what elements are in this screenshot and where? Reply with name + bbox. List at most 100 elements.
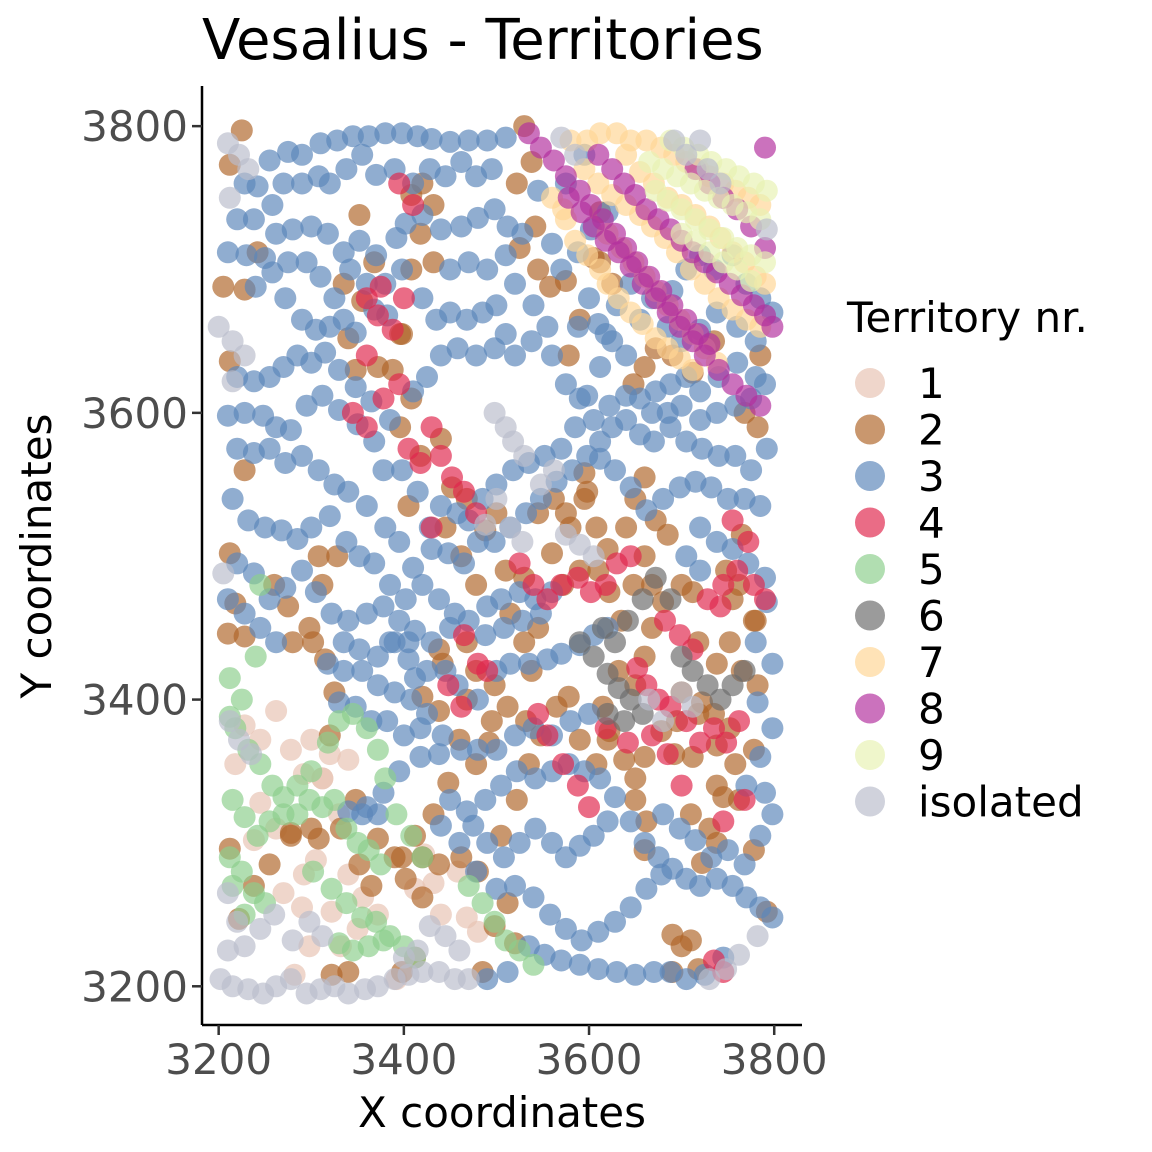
point-territory-3 [515, 502, 538, 525]
point-territory-3 [274, 287, 297, 310]
point-territory-2 [258, 853, 281, 876]
point-territory-isolated [715, 958, 738, 981]
point-territory-3 [226, 437, 249, 460]
point-territory-3 [601, 330, 624, 353]
point-territory-5 [522, 953, 545, 976]
point-territory-3 [304, 581, 327, 604]
point-territory-3 [351, 659, 374, 682]
point-territory-2 [557, 685, 580, 708]
point-territory-3 [366, 674, 389, 697]
point-territory-3 [554, 846, 577, 869]
point-territory-5 [320, 877, 343, 900]
point-territory-4 [626, 657, 649, 679]
point-territory-3 [520, 330, 543, 353]
point-territory-3 [539, 903, 562, 926]
point-territory-isolated [237, 158, 260, 181]
point-territory-5 [366, 738, 389, 761]
point-territory-isolated [746, 925, 769, 948]
point-territory-4 [566, 774, 589, 797]
point-territory-4 [409, 452, 432, 474]
legend-key [855, 461, 885, 491]
point-territory-3 [450, 151, 473, 173]
point-territory-6 [582, 645, 605, 668]
point-territory-isolated [696, 158, 719, 181]
point-territory-3 [499, 652, 522, 675]
point-territory-4 [550, 573, 573, 596]
point-territory-3 [466, 688, 489, 711]
point-territory-3 [490, 588, 513, 611]
point-territory-8 [570, 201, 593, 224]
point-territory-3 [400, 688, 423, 711]
point-territory-3 [483, 530, 506, 553]
point-territory-1 [337, 748, 360, 771]
point-territory-3 [524, 767, 547, 790]
point-territory-2 [624, 767, 647, 790]
point-territory-3 [604, 786, 626, 809]
point-territory-isolated [212, 562, 235, 585]
legend-label: 3 [918, 452, 945, 501]
point-territory-2 [613, 748, 636, 771]
point-territory-isolated [228, 728, 250, 751]
point-territory-3 [564, 416, 587, 439]
x-tick-label: 3600 [536, 1035, 643, 1084]
point-territory-2 [277, 595, 300, 618]
point-territory-3 [485, 294, 508, 317]
point-territory-3 [233, 401, 256, 424]
point-territory-3 [589, 447, 612, 470]
point-territory-3 [619, 896, 642, 919]
x-tick-label: 3400 [350, 1035, 457, 1084]
point-territory-3 [323, 287, 346, 310]
point-territory-3 [749, 824, 772, 847]
legend-key [855, 368, 885, 398]
point-territory-3 [642, 961, 665, 983]
point-territory-5 [335, 892, 358, 915]
point-territory-3 [237, 509, 260, 532]
legend-item-4: 4 [855, 499, 945, 548]
point-territory-3 [314, 341, 337, 364]
point-territory-3 [216, 588, 239, 611]
point-territory-3 [372, 459, 395, 482]
point-territory-3 [494, 126, 517, 149]
point-territory-3 [675, 545, 698, 568]
point-territory-4 [670, 774, 693, 797]
point-territory-3 [341, 125, 364, 148]
point-territory-3 [320, 602, 343, 625]
point-territory-8 [631, 272, 654, 295]
point-territory-3 [635, 499, 658, 522]
point-territory-3 [295, 251, 318, 274]
point-territory-3 [476, 831, 499, 854]
point-territory-1 [300, 728, 323, 751]
point-territory-2 [744, 609, 767, 632]
point-territory-2 [411, 886, 434, 909]
point-territory-4 [508, 552, 531, 575]
point-territory-4 [388, 172, 411, 195]
point-territory-3 [434, 165, 457, 188]
point-territory-5 [300, 760, 323, 783]
point-territory-2 [437, 771, 460, 794]
point-territory-3 [428, 743, 450, 766]
point-territory-3 [274, 576, 297, 599]
point-territory-5 [457, 874, 480, 897]
point-territory-3 [652, 487, 675, 510]
point-territory-isolated [337, 982, 360, 1005]
point-territory-3 [744, 631, 767, 654]
point-territory-5 [286, 803, 309, 826]
y-tick-label: 3400 [81, 676, 188, 725]
point-territory-2 [568, 728, 591, 751]
point-territory-3 [379, 573, 401, 596]
point-territory-9 [755, 179, 778, 202]
point-territory-3 [522, 886, 545, 909]
point-territory-2 [505, 172, 528, 195]
point-territory-4 [437, 674, 460, 697]
point-territory-3 [587, 958, 610, 981]
point-territory-2 [541, 542, 563, 565]
point-territory-7 [631, 313, 654, 335]
point-territory-3 [582, 409, 605, 431]
point-territory-2 [279, 824, 302, 847]
point-territory-3 [559, 710, 582, 733]
point-territory-isolated [311, 925, 334, 948]
point-territory-3 [316, 222, 339, 245]
point-territory-4 [392, 287, 415, 310]
point-territory-3 [332, 241, 355, 264]
